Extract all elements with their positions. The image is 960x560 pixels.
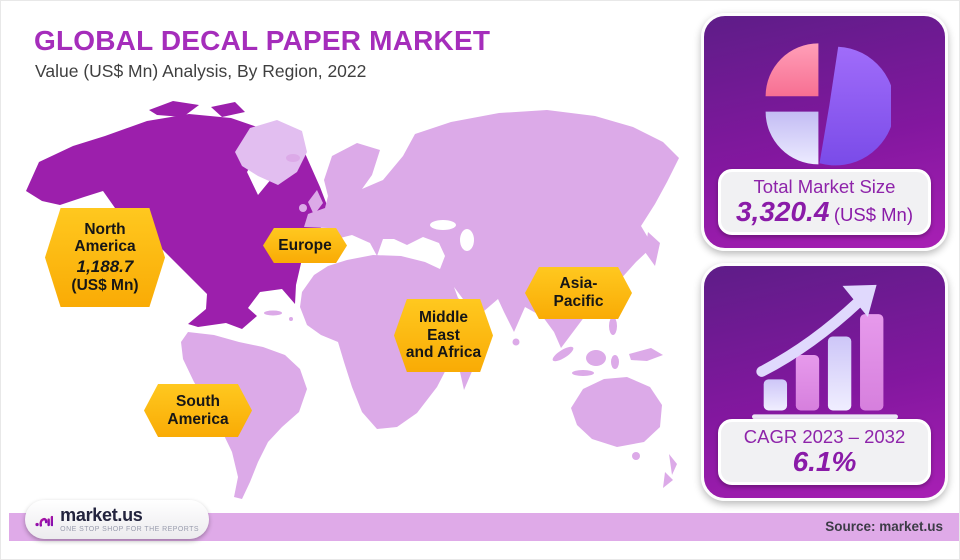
region-label: South America	[167, 392, 229, 428]
map-region-eurasia-africa	[300, 110, 679, 429]
logo-tagline-text: ONE STOP SHOP FOR THE REPORTS	[60, 526, 199, 533]
marketus-logo: market.us ONE STOP SHOP FOR THE REPORTS	[25, 500, 209, 539]
map-japan	[645, 232, 660, 266]
total-market-size-label: Total Market Size	[753, 175, 896, 197]
page-title: GLOBAL DECAL PAPER MARKET	[34, 25, 491, 56]
map-borneo	[586, 350, 606, 366]
region-badge-asia-pacific: Asia- Pacific	[525, 267, 632, 319]
cagr-label: CAGR 2023 – 2032	[743, 425, 906, 447]
region-label: Europe	[278, 236, 332, 254]
map-philippines	[609, 317, 617, 335]
total-market-size-box: Total Market Size 3,320.4 (US$ Mn)	[718, 169, 931, 235]
map-arctic-islands	[149, 101, 199, 117]
pie-chart-icon	[704, 30, 945, 180]
map-caspian-sea	[460, 229, 474, 251]
source-text: Source: market.us	[825, 519, 943, 534]
map-new-guinea	[629, 348, 663, 361]
region-label: North America	[74, 220, 136, 256]
total-market-size-value: 3,320.4	[735, 196, 830, 228]
region-label: Asia- Pacific	[553, 275, 604, 310]
map-sulawesi	[611, 355, 619, 369]
map-australia	[571, 377, 662, 447]
map-sri-lanka	[512, 338, 520, 346]
logo-brand-text: market.us	[60, 505, 143, 525]
region-value: 1,188.7	[76, 257, 134, 277]
region-unit: (US$ Mn)	[71, 276, 139, 294]
map-iceland	[286, 154, 300, 162]
page-subtitle: Value (US$ Mn) Analysis, By Region, 2022	[35, 61, 367, 81]
map-region-north-america	[26, 114, 330, 329]
region-badge-europe: Europe	[263, 228, 347, 263]
region-badge-middle-east-africa: Middle East and Africa	[394, 299, 493, 372]
region-label: Middle East and Africa	[405, 308, 482, 362]
map-uk	[308, 190, 323, 215]
cagr-value: 6.1%	[792, 446, 857, 478]
map-ireland	[299, 204, 307, 212]
growth-bars-icon	[704, 280, 945, 430]
map-black-sea	[430, 220, 456, 230]
map-caribbean	[289, 317, 293, 321]
world-map	[26, 101, 679, 499]
map-sumatra	[552, 346, 574, 362]
map-cuba	[264, 310, 282, 316]
total-market-size-unit: (US$ Mn)	[833, 204, 914, 226]
map-java	[572, 370, 594, 376]
cagr-box: CAGR 2023 – 2032 6.1%	[718, 419, 931, 485]
cagr-card: CAGR 2023 – 2032 6.1%	[701, 263, 948, 501]
region-badge-north-america: North America 1,188.7 (US$ Mn)	[45, 208, 165, 307]
map-tasmania	[632, 452, 640, 460]
map-arctic-islands-2	[211, 102, 245, 117]
map-new-zealand	[663, 454, 677, 488]
marketus-logo-icon	[35, 515, 54, 527]
map-greenland	[235, 120, 307, 185]
total-market-size-card: Total Market Size 3,320.4 (US$ Mn)	[701, 13, 948, 251]
region-badge-south-america: South America	[144, 384, 252, 437]
